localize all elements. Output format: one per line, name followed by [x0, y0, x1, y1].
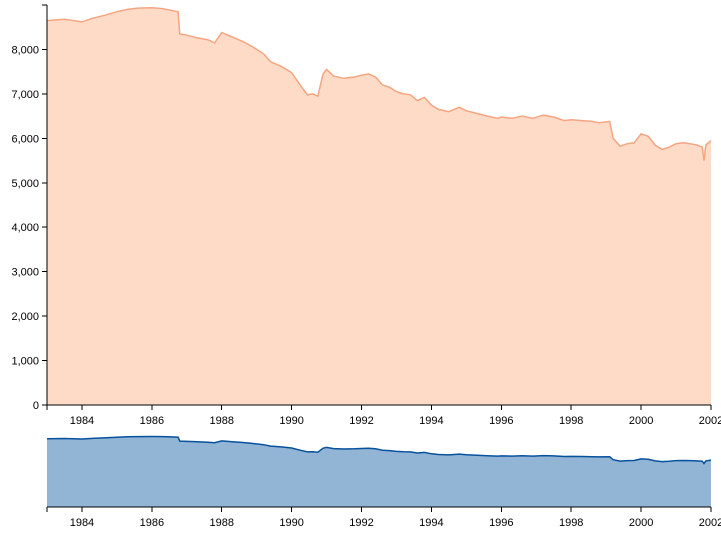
context-x-tick-label: 1998	[559, 517, 583, 529]
x-tick-label: 1996	[489, 415, 513, 427]
focus-area	[47, 7, 711, 405]
x-tick-label: 1988	[209, 415, 233, 427]
y-tick-label: 0	[33, 400, 39, 412]
context-x-tick-label: 1990	[279, 517, 303, 529]
x-tick-label: 1994	[419, 415, 443, 427]
context-x-tick-label: 1986	[140, 517, 164, 529]
context-x-tick-label: 2002	[699, 517, 721, 529]
context-x-tick-label: 1994	[419, 517, 443, 529]
y-tick-label: 7,000	[11, 89, 39, 101]
y-tick-label: 6,000	[11, 133, 39, 145]
context-x-tick-label: 1988	[209, 517, 233, 529]
x-tick-label: 1992	[349, 415, 373, 427]
y-tick-label: 8,000	[11, 44, 39, 56]
x-tick-label: 1986	[140, 415, 164, 427]
y-tick-label: 2,000	[11, 311, 39, 323]
context-line	[46, 435, 712, 465]
context-area	[47, 436, 711, 507]
y-tick-label: 3,000	[11, 267, 39, 279]
x-tick-label: 1998	[559, 415, 583, 427]
context-x-tick-label: 1984	[70, 517, 94, 529]
y-tick-label: 4,000	[11, 222, 39, 234]
y-tick-label: 1,000	[11, 356, 39, 368]
x-tick-label: 2000	[629, 415, 653, 427]
x-tick-label: 1984	[70, 415, 94, 427]
context-brush-chart[interactable]: 1984 1986 1988 1990 1992 1994 1996 1998 2000 2002	[46, 435, 721, 530]
context-x-tick-label: 1996	[489, 517, 513, 529]
y-tick-label: 5,000	[11, 178, 39, 190]
focus-line	[46, 6, 712, 161]
x-tick-label: 1990	[279, 415, 303, 427]
x-tick-label: 2002	[699, 415, 721, 427]
focus-chart[interactable]: 0 1,000 2,000 3,000 4,000 5,000 6,000 7,000 8,00…	[11, 4, 721, 427]
context-x-tick-label: 1992	[349, 517, 373, 529]
context-x-tick-label: 2000	[629, 517, 653, 529]
